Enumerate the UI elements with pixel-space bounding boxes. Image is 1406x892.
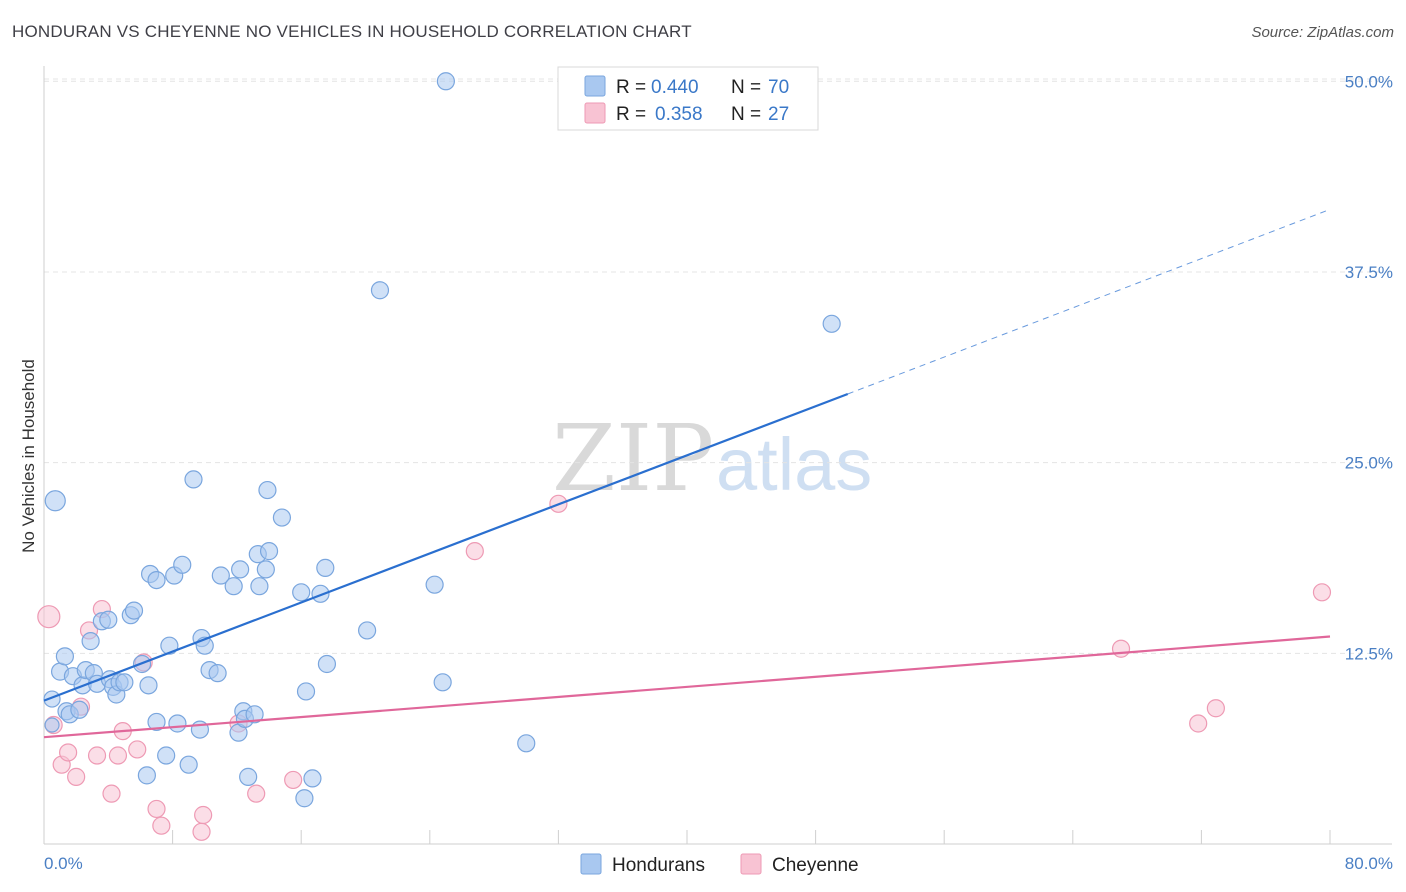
cheyenne-point-16: [192, 822, 211, 841]
cheyenne-point-19: [247, 784, 266, 803]
honduran-point-62: [358, 621, 377, 640]
x-tick-label-max: 80.0%: [1345, 854, 1393, 873]
watermark-atlas: atlas: [716, 423, 872, 506]
y-tick-labels: 12.5% 25.0% 37.5% 50.0%: [1345, 72, 1393, 663]
honduran-points: [43, 72, 841, 808]
honduran-point-4: [55, 647, 74, 666]
y-tick-label-3: 50.0%: [1345, 72, 1393, 91]
cheyenne-point-23: [1111, 639, 1131, 658]
honduran-point-54: [272, 508, 292, 527]
cheyenne-point-21: [465, 542, 484, 561]
honduran-point-2: [44, 717, 60, 733]
honduran-point-20: [115, 673, 134, 692]
legend-r-value-2: 0.358: [655, 104, 703, 125]
y-axis-label: No Vehicles in Household: [19, 359, 38, 553]
legend-r-value-1: 0.440: [651, 77, 699, 98]
legend-bottom-swatch-cheyenne: [740, 853, 762, 875]
legend-r-label-1: R =: [616, 77, 646, 98]
legend-bottom-swatch-hondurans: [580, 853, 602, 875]
honduran-point-64: [425, 575, 444, 594]
source-label: Source: ZipAtlas.com: [1251, 24, 1394, 41]
honduran-point-27: [147, 570, 166, 590]
cheyenne-point-3: [59, 743, 78, 762]
legend-top: R = 0.440 N = 70 R = 0.358 N = 27: [557, 66, 819, 131]
legend-bottom-label-hondurans: Hondurans: [612, 855, 705, 876]
legend-n-label-2: N =: [731, 104, 761, 125]
honduran-point-29: [157, 746, 176, 765]
honduran-point-24: [137, 766, 156, 785]
honduran-point-28: [147, 712, 166, 732]
honduran-point-55: [292, 583, 311, 602]
honduran-trend-line: [43, 392, 849, 702]
chart-title: HONDURAN VS CHEYENNE NO VEHICLES IN HOUS…: [12, 22, 692, 41]
honduran-trend-extension: [847, 208, 1331, 395]
cheyenne-point-7: [87, 746, 107, 765]
legend-bottom-label-cheyenne: Cheyenne: [772, 855, 859, 876]
legend-bottom: Hondurans Cheyenne: [580, 853, 859, 876]
trend-lines: [43, 208, 1331, 739]
honduran-point-63: [370, 281, 390, 300]
honduran-point-42: [224, 577, 243, 596]
cheyenne-point-20: [284, 770, 303, 790]
honduran-point-53: [259, 542, 279, 561]
cheyenne-point-25: [1206, 699, 1225, 718]
honduran-point-50: [250, 577, 269, 596]
legend-n-value-2: 27: [768, 104, 789, 125]
cheyenne-point-4: [67, 767, 86, 786]
honduran-point-68: [822, 314, 841, 333]
legend-swatch-hondurans: [584, 75, 606, 97]
y-tick-label-2: 37.5%: [1345, 263, 1393, 282]
honduran-point-58: [303, 769, 322, 788]
honduran-point-11: [81, 632, 100, 651]
honduran-point-60: [316, 558, 335, 577]
honduran-point-22: [124, 601, 144, 620]
honduran-point-35: [184, 470, 203, 489]
cheyenne-point-9: [102, 784, 121, 803]
cheyenne-point-14: [147, 799, 166, 819]
legend-swatch-cheyenne: [584, 102, 606, 124]
legend-n-label-1: N =: [731, 77, 761, 98]
cheyenne-points: [37, 494, 1332, 841]
honduran-point-40: [208, 664, 227, 683]
honduran-point-34: [179, 755, 198, 774]
y-tick-label-1: 25.0%: [1345, 454, 1393, 473]
honduran-point-32: [168, 714, 187, 733]
x-tick-label-min: 0.0%: [44, 854, 83, 873]
cheyenne-point-0: [37, 605, 61, 629]
x-tick-marks: [43, 830, 1331, 844]
honduran-point-61: [317, 654, 337, 674]
honduran-point-56: [295, 789, 314, 808]
honduran-point-57: [296, 682, 316, 701]
honduran-point-30: [160, 636, 179, 655]
cheyenne-point-17: [194, 805, 213, 825]
cheyenne-point-15: [152, 816, 171, 835]
cheyenne-point-12: [128, 740, 147, 759]
y-tick-label-0: 12.5%: [1345, 644, 1393, 663]
honduran-point-25: [139, 676, 158, 695]
honduran-point-59: [311, 584, 330, 603]
axes: [43, 66, 1392, 845]
honduran-point-66: [436, 72, 455, 91]
honduran-point-48: [245, 705, 264, 724]
honduran-point-51: [256, 560, 275, 579]
honduran-point-52: [258, 480, 277, 500]
cheyenne-point-24: [1189, 714, 1208, 733]
honduran-point-65: [433, 673, 452, 692]
honduran-point-41: [211, 566, 230, 585]
honduran-point-33: [173, 555, 192, 574]
honduran-point-8: [70, 700, 89, 719]
honduran-point-1: [44, 490, 66, 512]
honduran-point-47: [239, 767, 258, 786]
honduran-point-43: [231, 560, 250, 579]
honduran-point-67: [517, 734, 536, 753]
legend-n-value-1: 70: [768, 77, 789, 98]
honduran-point-15: [99, 610, 118, 629]
cheyenne-trend-line: [43, 635, 1331, 739]
legend-r-label-2: R =: [616, 104, 646, 125]
cheyenne-point-10: [108, 746, 128, 765]
cheyenne-point-26: [1312, 583, 1332, 602]
watermark-zip: ZIP: [552, 405, 714, 512]
